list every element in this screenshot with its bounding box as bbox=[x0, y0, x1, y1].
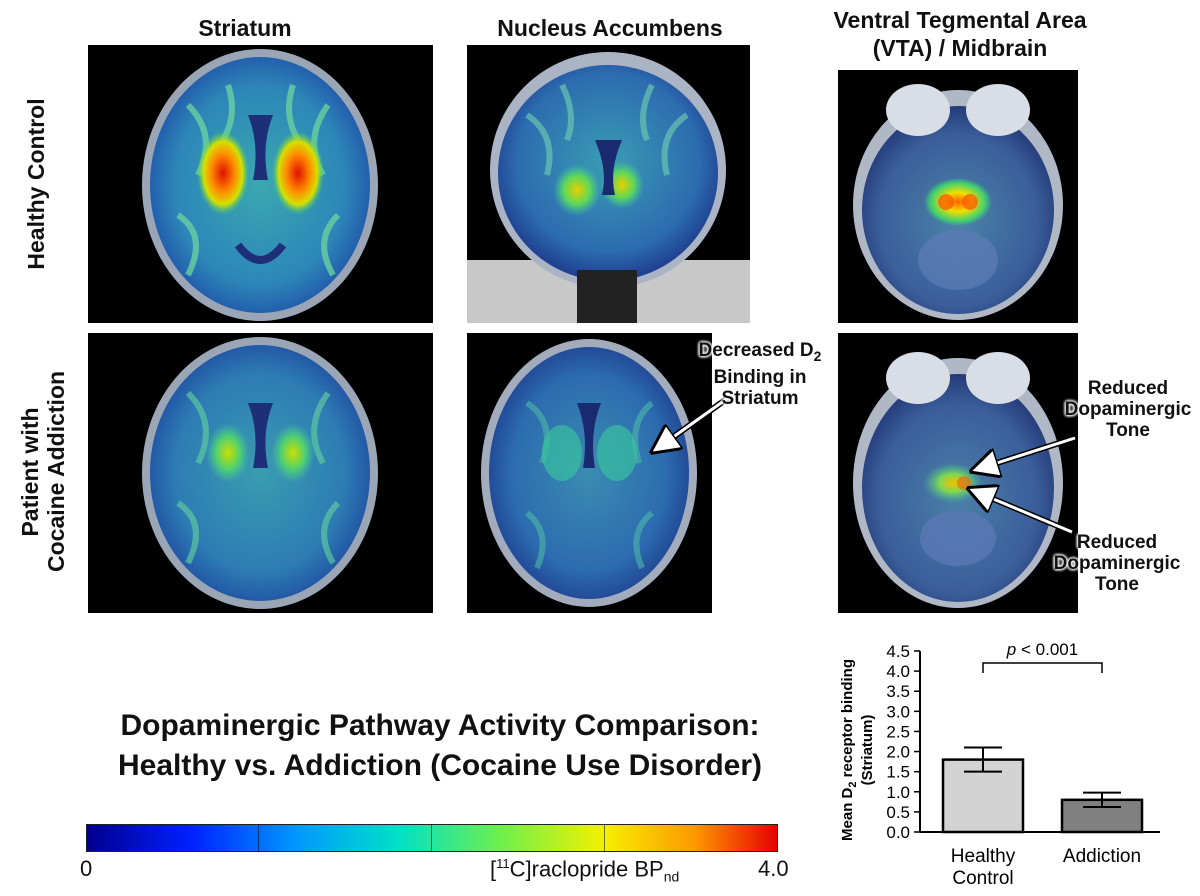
figure-title-line2: Healthy vs. Addiction (Cocaine Use Disor… bbox=[117, 749, 763, 782]
significance-line bbox=[982, 662, 1103, 673]
y-axis-label: Mean D2 receptor binding bbox=[839, 659, 859, 841]
scan-healthy-striatum bbox=[88, 45, 433, 323]
colorbar-units-label: [11C]raclopride BPnd bbox=[490, 856, 680, 885]
d2-binding-bar-chart: 0.00.51.01.52.0 2.53.03.54.04.5 HealthyCo… bbox=[839, 640, 1160, 889]
row-label-patient-line2: Cocaine Addiction bbox=[43, 370, 69, 572]
y-tick-label: 3.0 bbox=[886, 702, 910, 721]
column-title-vta-line1: Ventral Tegmental Area bbox=[833, 7, 1087, 33]
y-tick-label: 0.5 bbox=[886, 803, 910, 822]
row-label-healthy-control: Healthy Control bbox=[23, 98, 49, 270]
colorbar-max-label: 4.0 bbox=[758, 856, 789, 881]
colorbar-tick bbox=[431, 824, 432, 852]
x-tick-label: Control bbox=[952, 868, 1013, 889]
y-tick-label: 1.5 bbox=[886, 763, 910, 782]
scan-addiction-vta bbox=[838, 333, 1078, 613]
y-axis-label-line2: (Striatum) bbox=[859, 715, 876, 786]
y-tick-label: 0.0 bbox=[886, 823, 910, 842]
significance-bracket: p < 0.001 bbox=[982, 640, 1103, 673]
colorbar-tick bbox=[258, 824, 259, 852]
row-label-patient-line1: Patient with bbox=[17, 407, 43, 537]
x-tick-label: Addiction bbox=[1063, 846, 1141, 867]
figure-title: Dopaminergic Pathway Activity Comparison… bbox=[40, 706, 840, 786]
y-tick-label: 4.5 bbox=[886, 642, 910, 661]
column-title-striatum: Striatum bbox=[198, 15, 292, 41]
column-title-nucleus-accumbens: Nucleus Accumbens bbox=[497, 15, 723, 41]
y-tick-label: 1.0 bbox=[886, 783, 910, 802]
annotation-reduced-tone-top: Reduced Dopaminergic Tone bbox=[1064, 378, 1192, 441]
bars bbox=[941, 746, 1144, 834]
figure-title-line1: Dopaminergic Pathway Activity Comparison… bbox=[120, 709, 760, 742]
y-tick-label: 2.0 bbox=[886, 743, 910, 762]
scan-addiction-nucleus-accumbens bbox=[467, 333, 712, 613]
significance-label: p < 0.001 bbox=[1006, 640, 1078, 659]
y-tick-label: 3.5 bbox=[886, 682, 910, 701]
scan-healthy-vta bbox=[838, 70, 1078, 323]
colorbar-tick bbox=[604, 824, 605, 852]
x-tick-label: Healthy bbox=[951, 846, 1016, 867]
scan-addiction-striatum bbox=[88, 333, 433, 613]
scan-healthy-nucleus-accumbens bbox=[467, 45, 750, 323]
annotation-decreased-d2-binding: Decreased D2 Binding in Striatum bbox=[698, 340, 822, 409]
column-title-vta-line2: (VTA) / Midbrain bbox=[872, 35, 1048, 61]
annotation-reduced-tone-bottom: Reduced Dopaminergic Tone bbox=[1053, 532, 1181, 595]
y-tick-label: 4.0 bbox=[886, 662, 910, 681]
y-tick-label: 2.5 bbox=[886, 722, 910, 741]
colorbar-min-label: 0 bbox=[80, 856, 93, 881]
colorbar bbox=[86, 824, 778, 852]
